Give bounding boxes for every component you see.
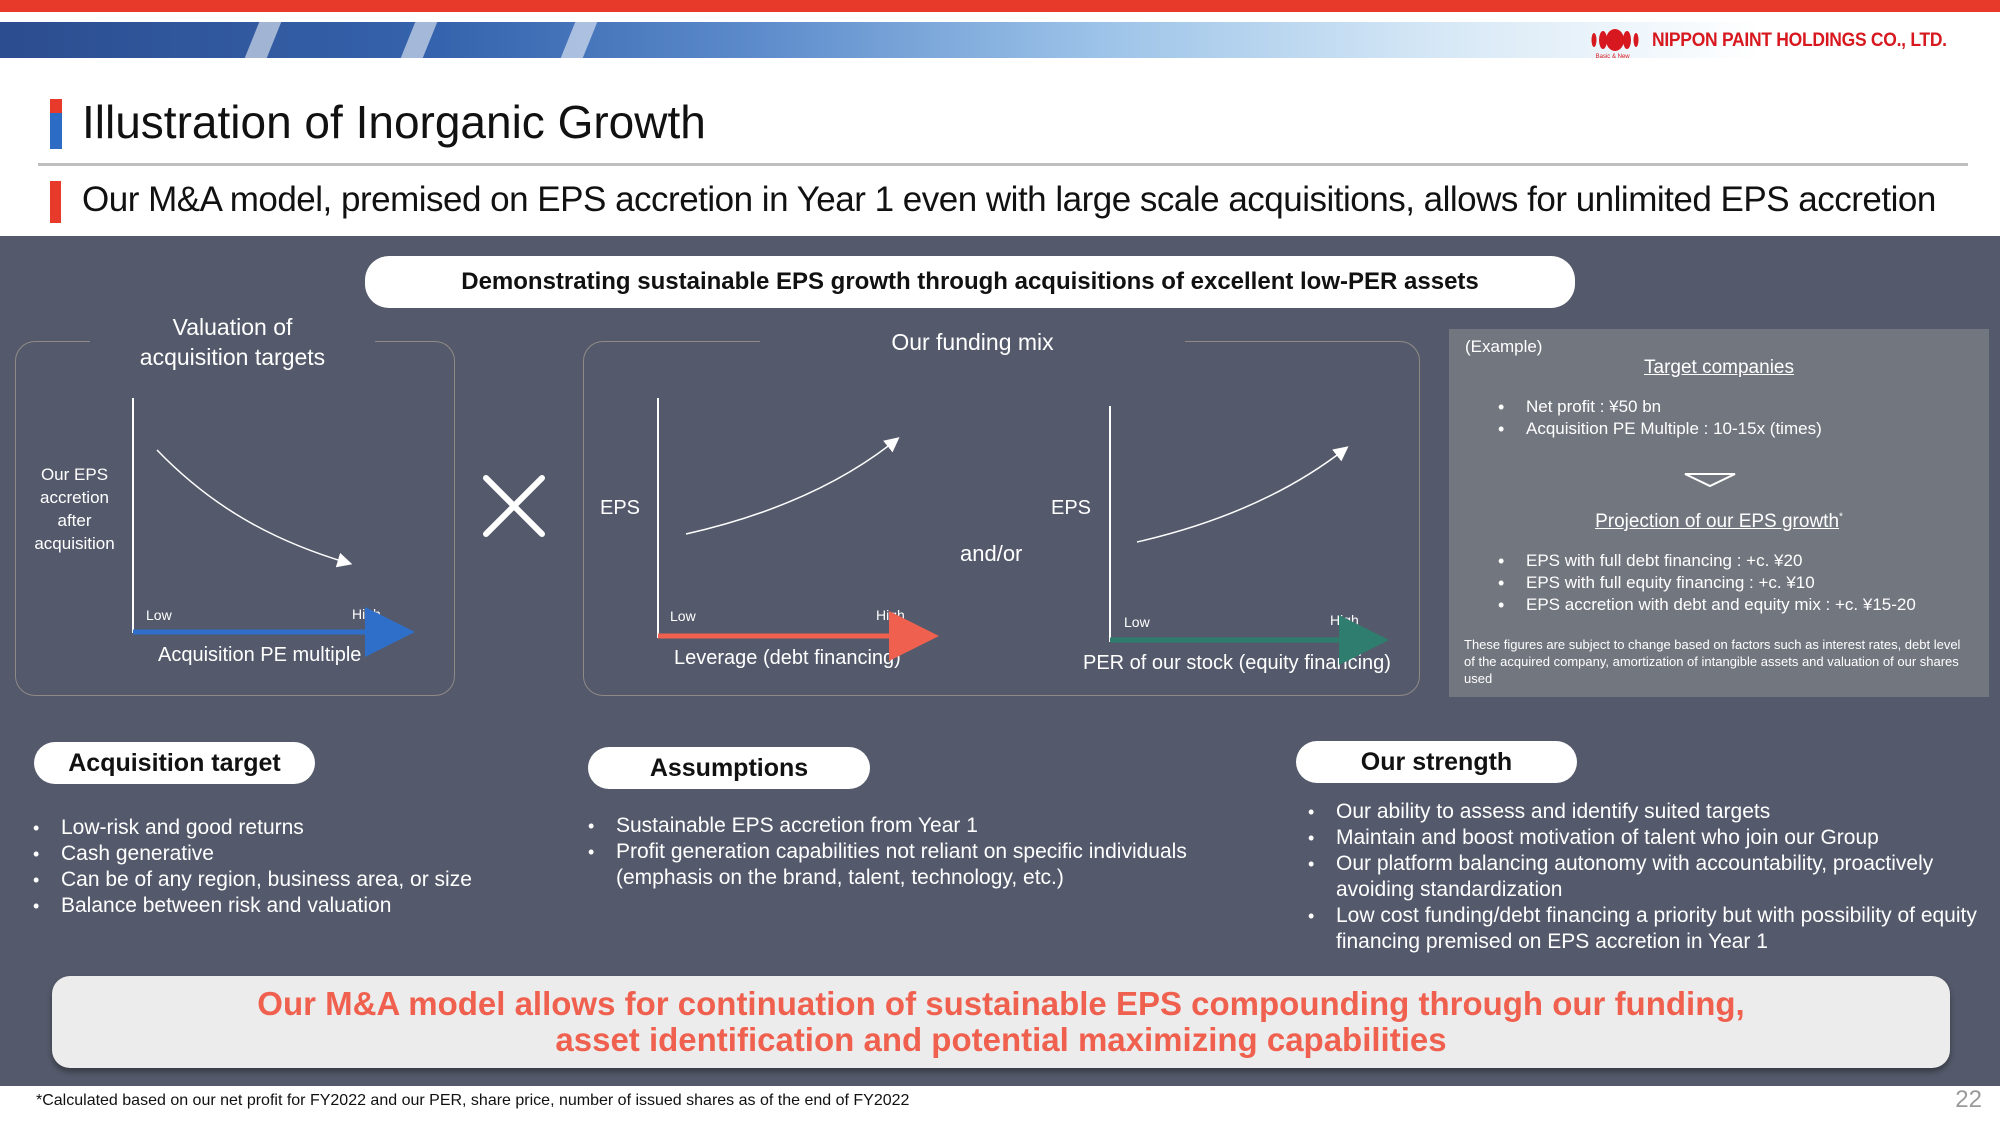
valuation-y-label: Our EPS accretion after acquisition bbox=[22, 463, 127, 555]
target-companies-list: Net profit : ¥50 bn Acquisition PE Multi… bbox=[1498, 396, 1822, 440]
list-item: Can be of any region, business area, or … bbox=[33, 867, 472, 893]
valuation-curve bbox=[156, 449, 353, 568]
list-item: Net profit : ¥50 bn bbox=[1498, 396, 1822, 418]
headline-pill: Demonstrating sustainable EPS growth thr… bbox=[365, 256, 1575, 308]
example-note: These figures are subject to change base… bbox=[1464, 637, 1961, 686]
list-item: Sustainable EPS accretion from Year 1 bbox=[588, 813, 1248, 839]
list-item: Our platform balancing autonomy with acc… bbox=[1308, 851, 1978, 903]
acquisition-target-list: Low-risk and good returns Cash generativ… bbox=[33, 815, 472, 919]
list-item: Low-risk and good returns bbox=[33, 815, 472, 841]
list-item: Balance between risk and valuation bbox=[33, 893, 472, 919]
subtitle-accent-bar bbox=[50, 181, 61, 223]
list-item: Maintain and boost motivation of talent … bbox=[1308, 825, 1978, 851]
equity-y-label: EPS bbox=[1051, 497, 1092, 519]
page-subtitle: Our M&A model, premised on EPS accretion… bbox=[82, 180, 1936, 219]
logo-mark-icon: Basic & New bbox=[1586, 26, 1644, 60]
assumptions-pill: Assumptions bbox=[588, 747, 870, 789]
conclusion-banner: Our M&A model allows for continuation of… bbox=[52, 976, 1950, 1068]
valuation-x-low: Low bbox=[146, 607, 172, 623]
acquisition-target-pill: Acquisition target bbox=[34, 742, 315, 784]
conclusion-line1: Our M&A model allows for continuation of… bbox=[257, 985, 1745, 1022]
footnote: *Calculated based on our net profit for … bbox=[36, 1092, 910, 1109]
title-divider bbox=[38, 163, 1968, 166]
frame-title-gap bbox=[90, 335, 375, 349]
projection-heading: Projection of our EPS growth* bbox=[1449, 511, 1989, 533]
y-label-line: after bbox=[57, 511, 92, 530]
list-item: Cash generative bbox=[33, 841, 472, 867]
y-label-line: acquisition bbox=[34, 534, 115, 553]
list-item: Our ability to assess and identify suite… bbox=[1308, 799, 1978, 825]
list-item: Acquisition PE Multiple : 10-15x (times) bbox=[1498, 418, 1822, 440]
our-strength-pill: Our strength bbox=[1296, 741, 1577, 783]
company-name: NIPPON PAINT HOLDINGS CO., LTD. bbox=[1651, 30, 1947, 51]
conclusion-line2: asset identification and potential maxim… bbox=[555, 1021, 1447, 1058]
projection-heading-text: Projection of our EPS growth bbox=[1595, 511, 1840, 532]
debt-x-label: Leverage (debt financing) bbox=[674, 647, 901, 669]
list-item: EPS with full equity financing : +c. ¥10 bbox=[1498, 572, 1916, 594]
title-accent-bar bbox=[50, 99, 62, 149]
logo-tagline: Basic & New bbox=[1595, 54, 1630, 60]
valuation-title: Valuation of acquisition targets bbox=[90, 312, 375, 372]
projection-list: EPS with full debt financing : +c. ¥20 E… bbox=[1498, 550, 1916, 616]
top-accent-bar bbox=[0, 0, 2000, 12]
valuation-x-label: Acquisition PE multiple bbox=[158, 644, 362, 666]
example-tag: (Example) bbox=[1465, 337, 1543, 356]
and-or-label: and/or bbox=[960, 541, 1023, 566]
valuation-title-line1: Valuation of bbox=[172, 314, 293, 340]
company-logo: Basic & New NIPPON PAINT HOLDINGS CO., L… bbox=[1586, 26, 1972, 60]
equity-x-label: PER of our stock (equity financing) bbox=[1083, 652, 1391, 674]
target-companies-heading: Target companies bbox=[1644, 357, 1794, 378]
frame-title-gap bbox=[760, 335, 1185, 349]
our-strength-list: Our ability to assess and identify suite… bbox=[1308, 799, 1978, 955]
header-gradient-band bbox=[0, 22, 2000, 58]
debt-curve bbox=[685, 437, 900, 535]
debt-y-label: EPS bbox=[600, 497, 641, 519]
footnote-mark: * bbox=[1839, 511, 1843, 523]
list-item: Low cost funding/debt financing a priori… bbox=[1308, 903, 1978, 955]
multiply-icon bbox=[478, 470, 550, 547]
example-box bbox=[1449, 329, 1989, 697]
assumptions-list: Sustainable EPS accretion from Year 1 Pr… bbox=[588, 813, 1248, 891]
page-number: 22 bbox=[1955, 1086, 1982, 1113]
list-item: EPS accretion with debt and equity mix :… bbox=[1498, 594, 1916, 616]
page-title: Illustration of Inorganic Growth bbox=[82, 96, 706, 148]
y-label-line: Our EPS bbox=[40, 465, 109, 484]
equity-curve bbox=[1136, 446, 1349, 543]
down-triangle-icon bbox=[1683, 472, 1737, 493]
debt-x-low: Low bbox=[670, 608, 696, 624]
funding-title: Our funding mix bbox=[891, 329, 1054, 355]
list-item: EPS with full debt financing : +c. ¥20 bbox=[1498, 550, 1916, 572]
y-label-line: accretion bbox=[40, 488, 109, 507]
valuation-title-line2: acquisition targets bbox=[139, 344, 326, 370]
list-item: Profit generation capabilities not relia… bbox=[588, 839, 1248, 891]
equity-x-low: Low bbox=[1124, 614, 1150, 630]
